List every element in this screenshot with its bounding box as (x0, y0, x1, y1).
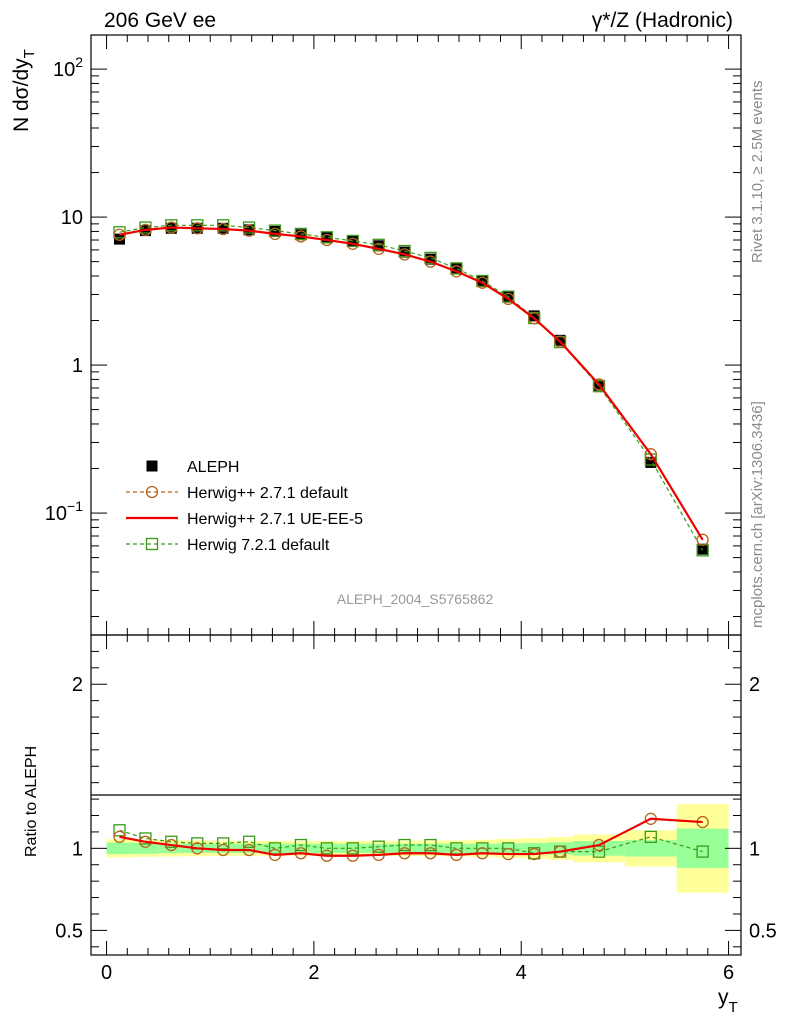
mcplots-reference-label: mcplots.cern.ch [arXiv:1306.3436] (749, 401, 766, 628)
main-point-herwig-2-7-1-default (644, 448, 657, 461)
main-point-herwig-7-2-1-default (398, 244, 411, 258)
ratio-y-tick-label-right: 2 (749, 674, 760, 696)
main-point-herwig-2-7-1-default (476, 276, 489, 289)
legend-label-herwig-7-2-1-default: Herwig 7.2.1 default (187, 537, 330, 554)
main-point-herwig-2-7-1-default (502, 292, 515, 306)
ratio-point-herwig-7-2-1-default (398, 838, 411, 852)
main-point-herwig-7-2-1-default (242, 221, 256, 234)
ratio-panel: 0.5 0.5 1 1 2 2 0 2 4 6 (55, 634, 777, 984)
ratio-point-herwig-7-2-1-default (346, 842, 359, 855)
main-point-aleph (321, 231, 333, 243)
main-point-herwig-2-7-1-default (450, 265, 463, 278)
x-tick-label: 6 (723, 962, 734, 984)
main-y-tick-labels: 10−1 1 10 102 (45, 54, 83, 525)
ratio-y-tick-label: 0.5 (55, 920, 83, 942)
ratio-y-tick-label: 1 (72, 838, 83, 860)
x-tick-label: 0 (101, 962, 112, 984)
x-tick-label: 4 (516, 962, 527, 984)
main-point-herwig-7-2-1-default (346, 234, 359, 248)
main-tick-marks (91, 35, 741, 635)
main-point-herwig-2-7-1-default (553, 335, 567, 348)
ratio-band-inner (624, 840, 677, 857)
ratio-point-herwig-7-2-1-default (424, 838, 437, 852)
ratio-band-inner (132, 842, 159, 854)
header-left-title: 206 GeV ee (104, 9, 216, 32)
ratio-band-inner (339, 843, 366, 853)
ratio-point-herwig-7-2-1-default (242, 835, 256, 848)
main-series-layer (113, 219, 709, 557)
main-line-herwig-2-7-1-ue-ee-5 (119, 226, 704, 541)
main-point-aleph (425, 253, 437, 265)
ratio-tick-marks (91, 634, 741, 955)
legend: ALEPH Herwig++ 2.7.1 default Herwig++ 2.7.… (126, 459, 363, 554)
main-point-herwig-7-2-1-default (217, 219, 230, 232)
main-point-aleph (645, 456, 657, 468)
legend-label-herwig-2-7-1-default: Herwig++ 2.7.1 default (187, 485, 349, 502)
ratio-panel-frame (90, 634, 742, 956)
header-right-title: γ*/Z (Hadronic) (592, 9, 733, 32)
main-point-herwig-2-7-1-default (398, 248, 411, 261)
ratio-band-inner (365, 843, 392, 853)
analysis-watermark: ALEPH_2004_S5765862 (337, 591, 494, 607)
ratio-band-inner (106, 842, 133, 855)
ratio-y-tick-label-right: 0.5 (749, 920, 777, 942)
ratio-band-inner (158, 843, 185, 854)
main-point-aleph (269, 225, 281, 237)
main-point-aleph (399, 246, 411, 258)
ratio-point-herwig-7-2-1-default (372, 840, 385, 853)
ratio-point-herwig-7-2-1-default (165, 835, 178, 848)
main-y-tick-label: 10 (61, 207, 83, 229)
main-point-herwig-2-7-1-default (696, 533, 709, 546)
ratio-point-herwig-7-2-1-default (139, 832, 152, 845)
main-point-herwig-7-2-1-default (372, 238, 385, 251)
main-panel: 10−1 1 10 102 ALEPH_2004_S5765862 ALEPH Herw… (45, 34, 742, 636)
main-y-tick-label: 102 (53, 54, 83, 81)
main-point-herwig-2-7-1-default (424, 255, 437, 268)
main-y-tick-label: 1 (72, 355, 83, 377)
ratio-point-herwig-7-2-1-default (113, 824, 126, 837)
main-y-axis-label: N dσ/dyT (10, 49, 38, 132)
ratio-y-tick-label-right: 1 (749, 838, 760, 860)
x-tick-label: 2 (308, 962, 319, 984)
x-tick-labels: 0 2 4 6 (101, 962, 734, 984)
legend-marker-herwig-7-2-1-default (145, 537, 159, 551)
main-y-tick-label: 10−1 (45, 498, 83, 525)
main-point-aleph (295, 229, 307, 241)
ratio-series-layer (113, 812, 709, 862)
legend-label-aleph: ALEPH (187, 459, 239, 476)
main-point-herwig-2-7-1-default (592, 378, 606, 391)
ratio-line-herwig-2-7-1-ue-ee-5 (119, 817, 703, 857)
legend-marker-herwig-2-7-1-default (145, 485, 159, 499)
ratio-point-herwig-7-2-1-default (294, 838, 308, 852)
legend-marker-aleph (146, 460, 158, 472)
ratio-y-axis-label: Ratio to ALEPH (23, 746, 40, 857)
rivet-version-label: Rivet 3.1.10, ≥ 2.5M events (749, 81, 766, 264)
x-axis-label: yT (718, 986, 738, 1016)
legend-label-herwig-2-7-1-ue-ee-5: Herwig++ 2.7.1 UE-EE-5 (187, 511, 363, 528)
main-point-aleph (528, 310, 540, 322)
ratio-point-herwig-7-2-1-default (644, 830, 657, 843)
ratio-point-herwig-7-2-1-default (696, 845, 709, 858)
main-point-herwig-2-7-1-default (528, 312, 541, 325)
ratio-band-inner (443, 843, 470, 853)
ratio-y-tick-labels: 0.5 0.5 1 1 2 2 (55, 674, 777, 942)
main-point-herwig-7-2-1-default (268, 224, 282, 237)
ratio-point-herwig-7-2-1-default (320, 842, 333, 855)
ratio-y-tick-label: 2 (72, 674, 83, 696)
main-point-aleph (373, 240, 385, 252)
main-point-herwig-7-2-1-default (424, 251, 437, 265)
ratio-band-inner (236, 843, 263, 853)
ratio-band-inner (676, 828, 729, 869)
main-point-herwig-7-2-1-default (191, 219, 204, 232)
main-point-aleph (114, 233, 126, 245)
main-point-aleph (450, 262, 462, 274)
